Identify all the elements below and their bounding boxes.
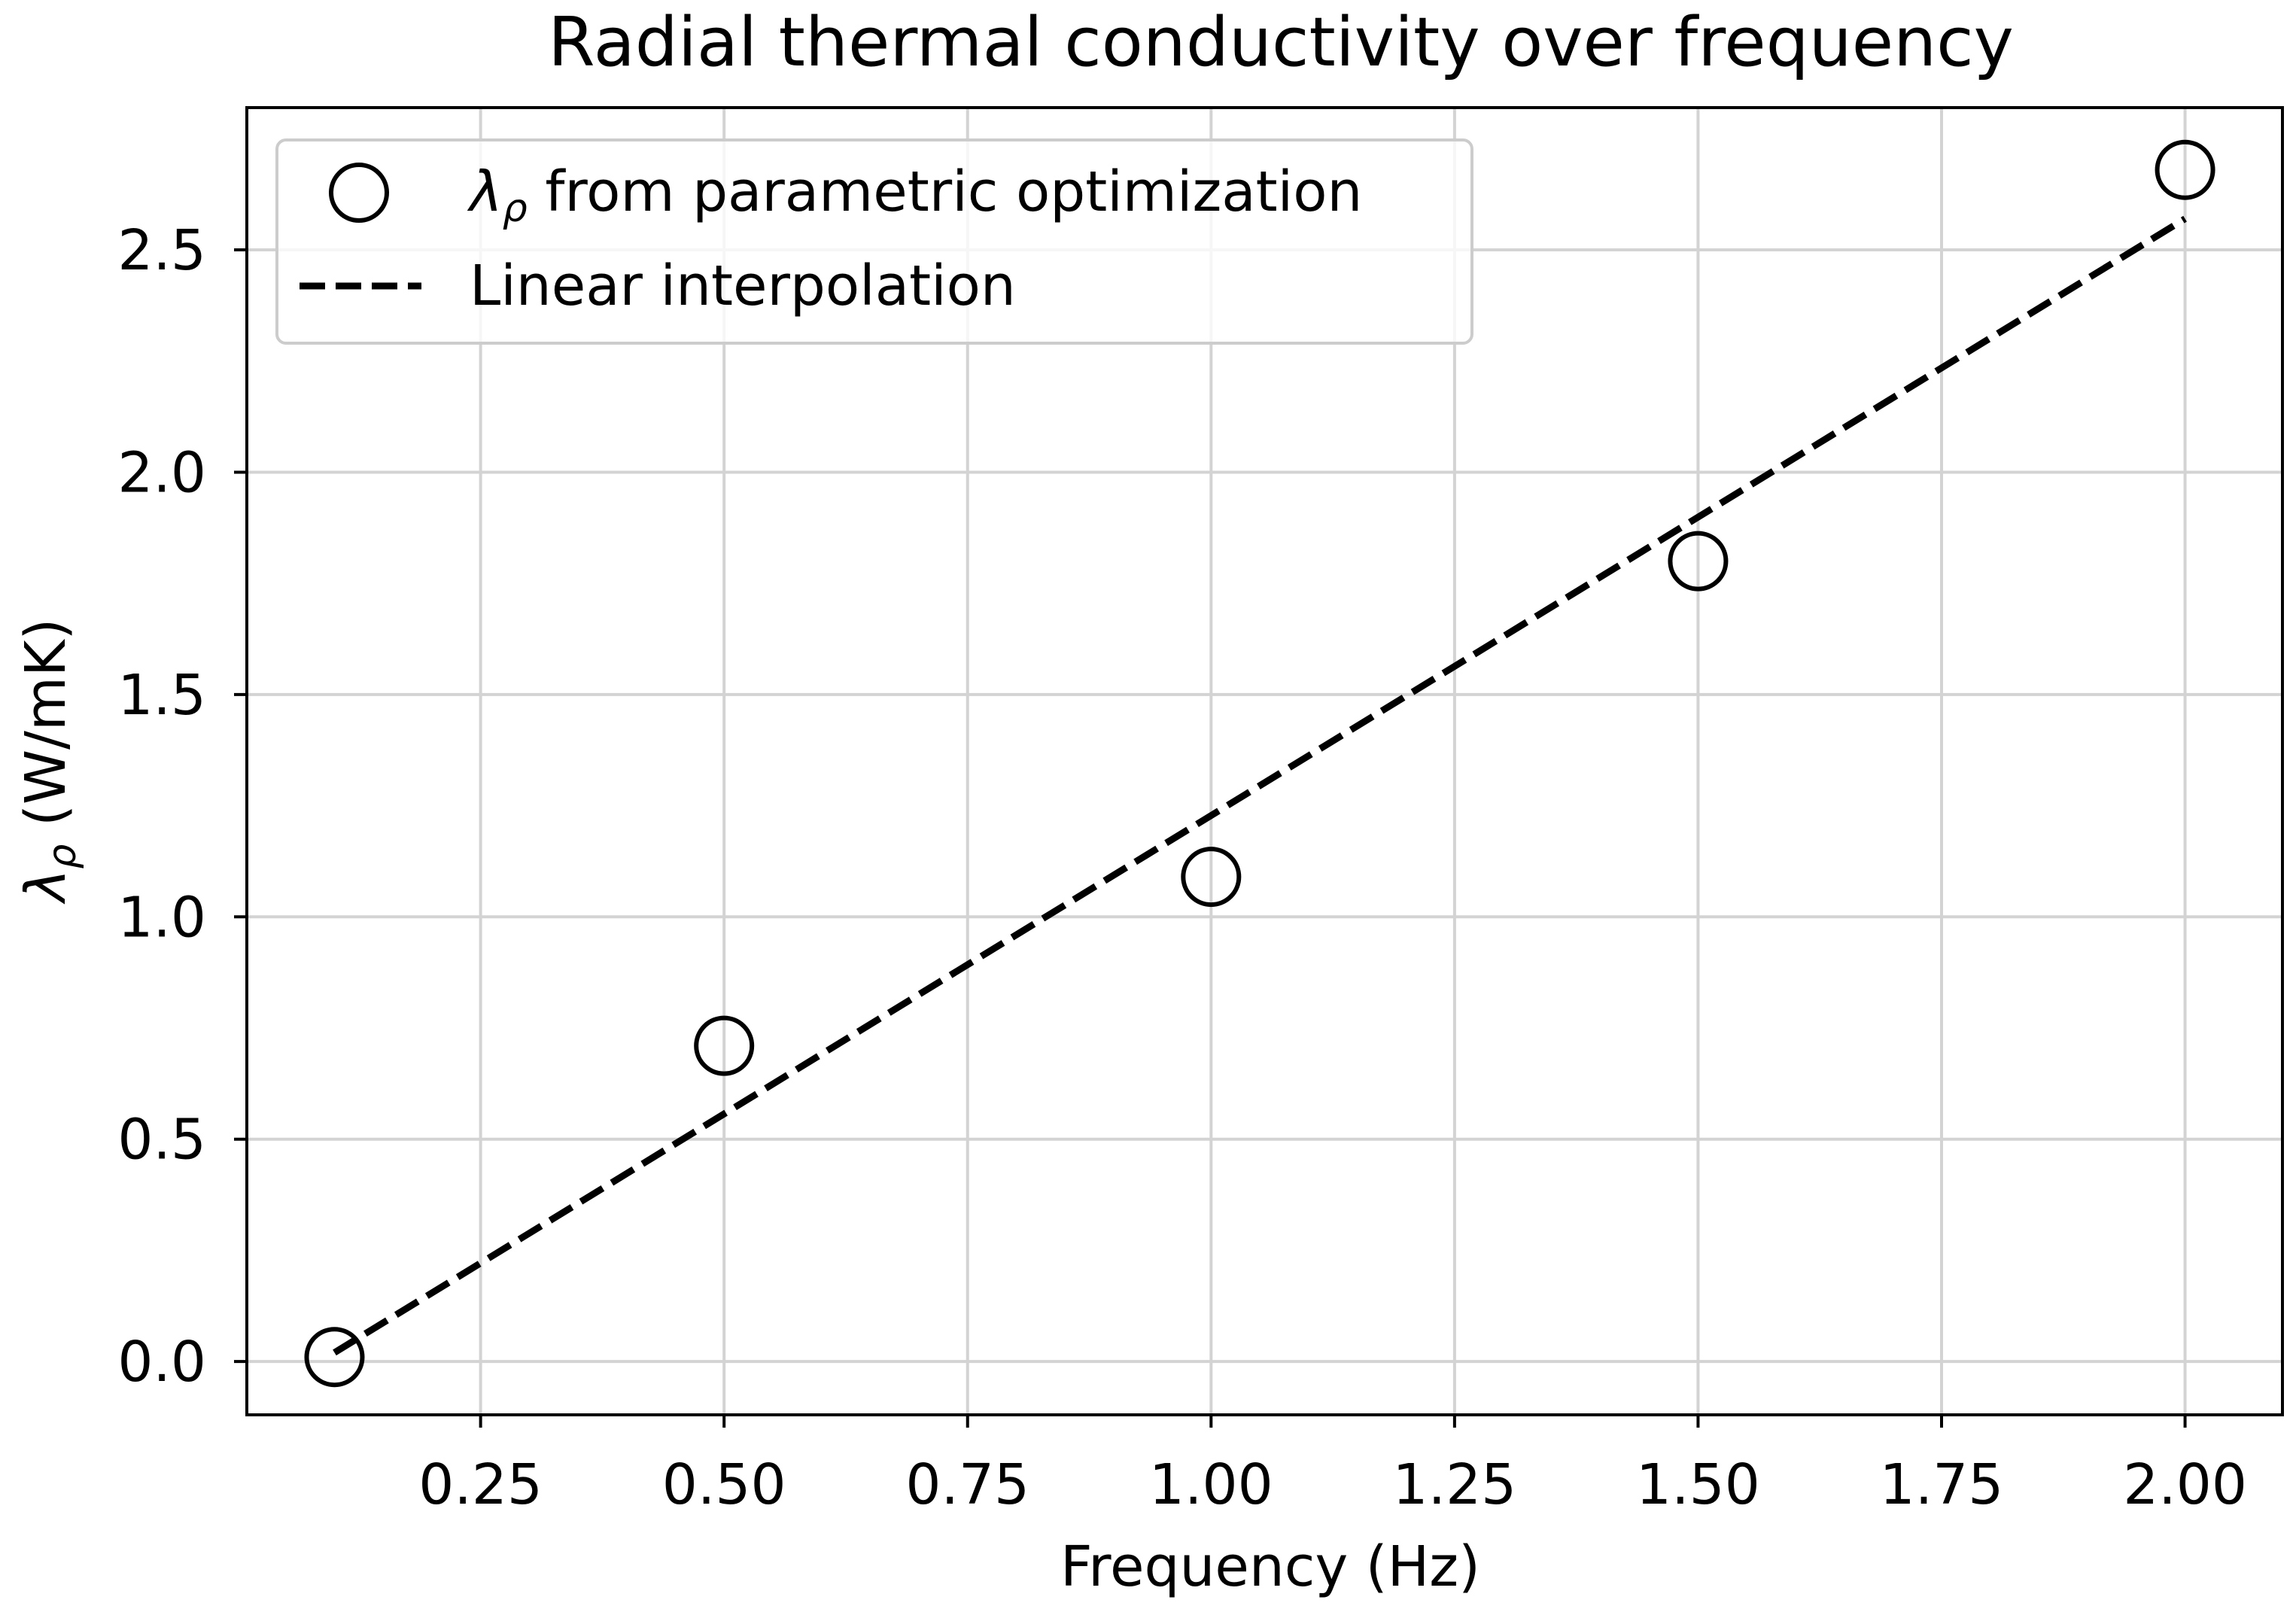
x-tick-label: 1.00	[1149, 1452, 1273, 1517]
legend-label-line: Linear interpolation	[470, 254, 1016, 318]
y-axis-label-symbol: λ	[14, 869, 78, 905]
series-layer	[304, 139, 2215, 1388]
data-point	[2155, 139, 2215, 200]
legend-label-scatter-subscript: ρ	[503, 186, 528, 231]
x-axis-label: Frequency (Hz)	[1060, 1534, 1480, 1599]
y-tick-label: 2.0	[117, 440, 206, 505]
x-tick-label: 1.50	[1636, 1452, 1760, 1517]
y-tick-label: 2.5	[117, 218, 206, 283]
x-tick-label: 0.25	[418, 1452, 543, 1517]
legend: λρ from parametric optimization Linear i…	[275, 138, 1473, 345]
tick-layer: 0.25 0.50 0.75 1.00 1.25 1.50 1.75 2.00 0.0 0.5 1.…	[117, 218, 2247, 1517]
interpolation-line	[333, 215, 2187, 1356]
legend-box	[275, 138, 1473, 345]
data-point	[694, 1015, 755, 1076]
data-point	[1668, 531, 1729, 592]
y-tick-label: 1.5	[117, 663, 206, 728]
x-tick-label: 1.25	[1392, 1452, 1516, 1517]
data-point	[304, 1327, 365, 1388]
chart-title: Radial thermal conductivity over frequen…	[548, 3, 2014, 82]
y-axis-label-subscript: ρ	[40, 844, 85, 869]
y-tick-label: 0.5	[117, 1108, 206, 1173]
y-axis-label: λρ (W/mK)	[14, 619, 85, 905]
y-tick-label: 1.0	[117, 885, 206, 950]
y-axis-label-rest: (W/mK)	[14, 619, 78, 844]
legend-marker-open-circle	[329, 163, 389, 223]
legend-label-scatter-rest: from parametric optimization	[528, 160, 1363, 224]
x-tick-label: 0.75	[905, 1452, 1029, 1517]
legend-label-scatter-symbol: λ	[467, 160, 503, 224]
data-point	[1181, 847, 1242, 908]
x-tick-label: 2.00	[2123, 1452, 2247, 1517]
plot-frame	[245, 106, 2284, 1416]
legend-label-scatter: λρ from parametric optimization	[467, 160, 1362, 231]
y-tick-label: 0.0	[117, 1330, 206, 1395]
x-tick-label: 1.75	[1880, 1452, 2004, 1517]
x-tick-label: 0.50	[662, 1452, 786, 1517]
